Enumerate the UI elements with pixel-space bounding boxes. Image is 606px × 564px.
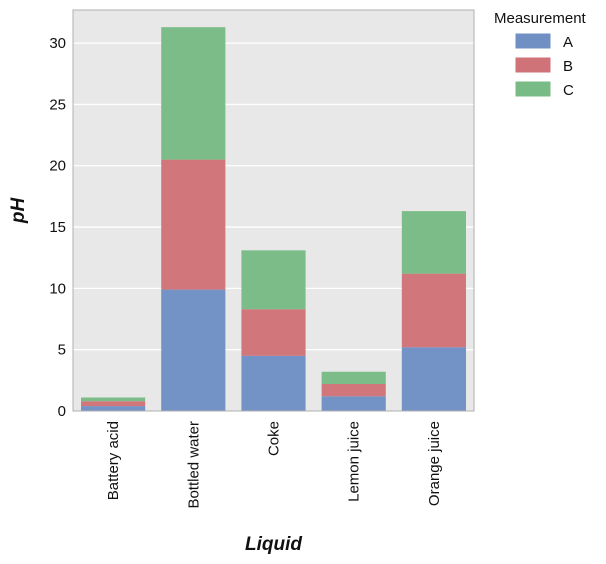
bar-segment-A	[81, 406, 146, 411]
legend-title: Measurement	[494, 10, 587, 27]
legend-items: ABC	[515, 33, 574, 99]
x-tick-label: Orange juice	[426, 421, 443, 506]
bar-segment-C	[241, 250, 306, 310]
legend-swatch	[515, 57, 551, 73]
bar-segment-C	[321, 371, 386, 385]
legend: Measurement ABC	[494, 10, 587, 99]
bar-segment-C	[401, 211, 466, 274]
bar-segment-B	[241, 309, 306, 356]
x-tick-label: Coke	[266, 421, 283, 456]
bar-segment-A	[241, 355, 306, 411]
x-tick-label: Bottled water	[185, 421, 202, 509]
x-tick-label: Battery acid	[105, 421, 122, 500]
bar-segment-B	[321, 384, 386, 397]
y-tick-label: 20	[49, 158, 66, 175]
x-axis-ticks: Battery acid Bottled water Coke Lemon juice…	[105, 421, 443, 509]
bar-segment-A	[321, 396, 386, 411]
bars	[81, 27, 466, 411]
legend-label: C	[563, 82, 574, 99]
y-tick-label: 5	[58, 342, 66, 359]
bar-segment-B	[81, 401, 146, 407]
bar-segment-B	[401, 273, 466, 348]
y-tick-label: 10	[49, 280, 66, 297]
y-tick-label: 25	[49, 96, 66, 113]
y-axis-ticks: 0 5 10 15 20 25 30	[49, 35, 66, 420]
bar-segment-A	[401, 347, 466, 411]
y-axis-title: pH	[8, 197, 29, 225]
x-tick-label: Lemon juice	[346, 421, 363, 502]
legend-swatch	[515, 81, 551, 97]
bar-segment-C	[81, 397, 146, 402]
y-tick-label: 30	[49, 35, 66, 52]
x-axis-title: Liquid	[245, 534, 302, 555]
y-tick-label: 15	[49, 219, 66, 236]
bar-segment-A	[161, 289, 226, 411]
y-tick-label: 0	[58, 403, 66, 420]
legend-label: A	[563, 34, 573, 51]
plot-frame	[72, 9, 475, 412]
bar-segment-B	[161, 159, 226, 290]
legend-swatch	[515, 33, 551, 49]
legend-label: B	[563, 58, 573, 75]
bar-segment-C	[161, 27, 226, 160]
